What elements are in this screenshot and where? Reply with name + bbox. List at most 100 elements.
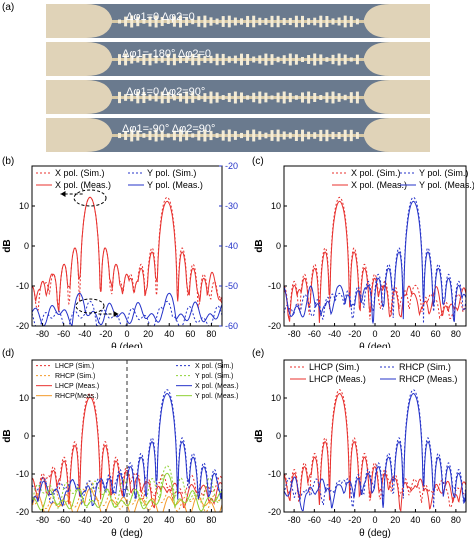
photo-patch xyxy=(124,53,128,66)
x-tick-label: 0 xyxy=(372,329,377,339)
photo-patch xyxy=(282,91,286,104)
photo-patch xyxy=(270,15,274,28)
photo-patch xyxy=(264,132,268,139)
y-tick-label: 0 xyxy=(24,241,29,251)
y-tick-label: 10 xyxy=(271,393,281,403)
photo-patch xyxy=(282,17,286,26)
y-tick-label: -20 xyxy=(16,507,29,517)
photo-patch xyxy=(240,92,243,103)
y-tick-label: -10 xyxy=(268,281,281,291)
photo-patch xyxy=(258,131,262,140)
photo-patch xyxy=(142,19,146,24)
series-line-1 xyxy=(32,480,222,512)
photo-label-1: Δφ1=0 Δφ2=0 xyxy=(126,11,195,23)
photo-patch xyxy=(246,95,250,100)
legend-entry: Y pol. (Meas.) xyxy=(419,180,474,190)
x-tick-label: 20 xyxy=(143,515,153,525)
photo-patch xyxy=(136,130,140,141)
x-tick-label: -20 xyxy=(348,329,361,339)
photo-patch xyxy=(288,92,292,103)
x-axis-label: θ (deg) xyxy=(359,342,391,348)
photo-patch xyxy=(227,56,231,63)
x-tick-label: 40 xyxy=(164,515,174,525)
photo-patch xyxy=(294,129,298,142)
legend-entry: Y pol. (Sim.) xyxy=(419,168,468,178)
photo-patch xyxy=(160,91,164,104)
y-axis-label: dB xyxy=(2,239,13,252)
y-tick-label: 10 xyxy=(19,201,29,211)
photo-patch xyxy=(337,132,341,139)
photo-patch xyxy=(130,93,134,102)
photo-patch xyxy=(191,92,195,103)
photo-patch xyxy=(288,17,292,26)
photo-patch xyxy=(331,18,335,25)
chart-b: -80 -60 -40 -20 0 20 40 60 80-20-10010-60-50-40-… xyxy=(2,161,238,348)
photo-patch xyxy=(172,53,176,66)
photo-patch xyxy=(118,132,121,139)
y-tick-label: -20 xyxy=(268,321,281,331)
photo-patch xyxy=(166,19,170,24)
photo-patch xyxy=(307,18,311,25)
photo-patch xyxy=(221,130,225,141)
photo-patch xyxy=(154,93,158,102)
chart-e: -80 -60 -40 -20 0 20 40 60 80 -20 -10 0 10 θ (deg) dB L… xyxy=(254,359,467,539)
chart-c: -80 -60 -40 -20 0 20 40 60 80 -20 -10 0 10 θ (deg) dB X… xyxy=(254,165,474,348)
x-tick-label: -80 xyxy=(36,329,49,339)
x-tick-label: -80 xyxy=(36,515,49,525)
photo-patch xyxy=(142,133,146,138)
series-line-1 xyxy=(284,392,466,512)
photo-patch xyxy=(179,93,182,102)
plot-area xyxy=(32,196,222,326)
photo-patch xyxy=(343,54,347,65)
photo-patch xyxy=(288,132,292,139)
y-right-tick-label: -50 xyxy=(225,281,238,291)
x-tick-label: -40 xyxy=(328,515,341,525)
photo-patch xyxy=(197,53,201,66)
photo-patch xyxy=(301,56,304,63)
x-tick-label: 80 xyxy=(451,515,461,525)
photo-patch xyxy=(160,16,164,27)
photo-patch xyxy=(240,132,243,139)
antenna-photo-3 xyxy=(46,80,430,114)
photo-patch xyxy=(301,92,304,103)
photo-patch xyxy=(313,53,317,66)
photo-patch xyxy=(142,54,146,65)
x-tick-label: -60 xyxy=(308,329,321,339)
photo-patch xyxy=(313,17,317,26)
photo-patch xyxy=(209,91,213,104)
photo-patch xyxy=(355,54,359,65)
plot-frame xyxy=(283,165,467,327)
legend-entry: LHCP (Sim.) xyxy=(55,363,94,370)
photo-patch xyxy=(166,53,170,66)
photo-patch xyxy=(215,133,219,138)
photo-patch xyxy=(252,129,256,142)
series-line-3 xyxy=(284,392,466,512)
plot-frame xyxy=(31,165,223,327)
photo-patch xyxy=(227,129,231,142)
x-tick-label: 20 xyxy=(390,515,400,525)
photo-patch xyxy=(307,55,311,64)
series-line-3 xyxy=(32,292,222,326)
arrow-head xyxy=(60,191,66,197)
legend-entry: X pol. (Sim.) xyxy=(195,363,234,370)
photo-patch xyxy=(294,15,298,28)
photo-patch xyxy=(282,55,286,64)
photo-patch xyxy=(148,94,152,101)
x-tick-label: -20 xyxy=(348,515,361,525)
x-tick-label: 60 xyxy=(185,515,195,525)
x-tick-label: -40 xyxy=(328,329,341,339)
photo-patch xyxy=(118,19,121,24)
photo-patch xyxy=(233,91,237,104)
photo-patch xyxy=(221,95,225,100)
antenna-photo-2 xyxy=(46,42,430,76)
legend-entry: RHCP (Meas.) xyxy=(399,374,457,384)
photo-patch xyxy=(172,130,176,141)
panel-label-c: (c) xyxy=(252,156,264,167)
photo-patch xyxy=(197,16,201,27)
panel-label-b: (b) xyxy=(2,156,15,167)
photo-patch xyxy=(154,129,158,142)
series-line-0 xyxy=(284,389,466,508)
legend-entry: LHCP (Sim.) xyxy=(309,362,359,372)
photo-patch xyxy=(264,53,268,66)
antenna-photo-1 xyxy=(46,4,430,38)
